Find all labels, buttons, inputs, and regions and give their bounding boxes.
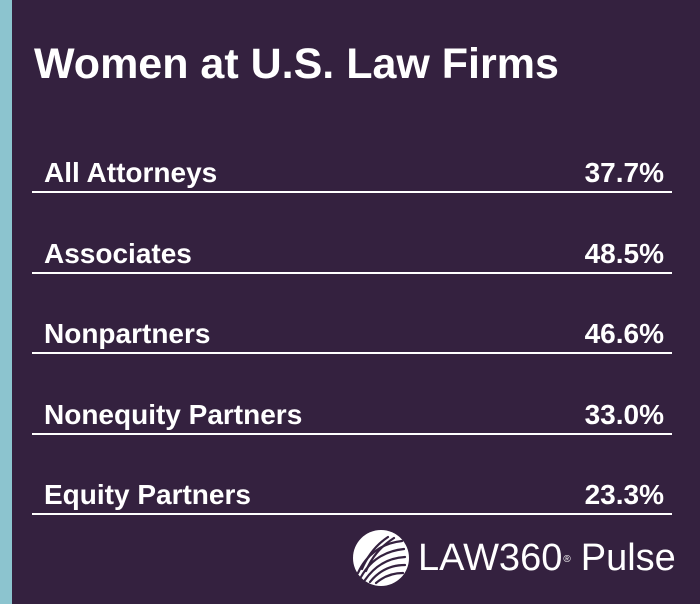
law360-feather-logo-icon <box>353 530 409 586</box>
row-divider <box>32 513 672 515</box>
logo-wordmark: LAW360® Pulse <box>418 536 676 580</box>
logo-product: Pulse <box>580 537 676 579</box>
law360-pulse-logo: LAW360® Pulse <box>352 528 676 588</box>
row-label: Nonequity Partners <box>44 398 303 430</box>
row-value: 48.5% <box>584 237 664 269</box>
stats-table: All Attorneys 37.7% Associates 48.5% Nonpart… <box>32 150 672 553</box>
row-value: 37.7% <box>584 157 664 188</box>
table-row: Nonpartners 46.6% <box>32 311 672 392</box>
logo-brand: LAW360 <box>418 537 563 579</box>
logo-registered-mark: ® <box>563 554 571 565</box>
accent-bar <box>0 0 12 604</box>
row-label: Associates <box>44 237 192 269</box>
row-value: 33.0% <box>584 398 664 430</box>
row-divider <box>32 352 672 354</box>
table-row: All Attorneys 37.7% <box>32 150 672 231</box>
table-row: Associates 48.5% <box>32 231 672 312</box>
row-label: All Attorneys <box>44 157 218 188</box>
row-divider <box>32 432 672 435</box>
table-row: Equity Partners 23.3% <box>32 472 672 553</box>
row-divider <box>32 191 672 193</box>
row-value: 46.6% <box>584 318 664 349</box>
chart-title: Women at U.S. Law Firms <box>34 40 559 88</box>
row-divider <box>32 271 672 274</box>
row-value: 23.3% <box>584 479 664 510</box>
table-row: Nonequity Partners 33.0% <box>32 392 672 473</box>
row-label: Equity Partners <box>44 479 251 510</box>
row-label: Nonpartners <box>44 318 211 349</box>
